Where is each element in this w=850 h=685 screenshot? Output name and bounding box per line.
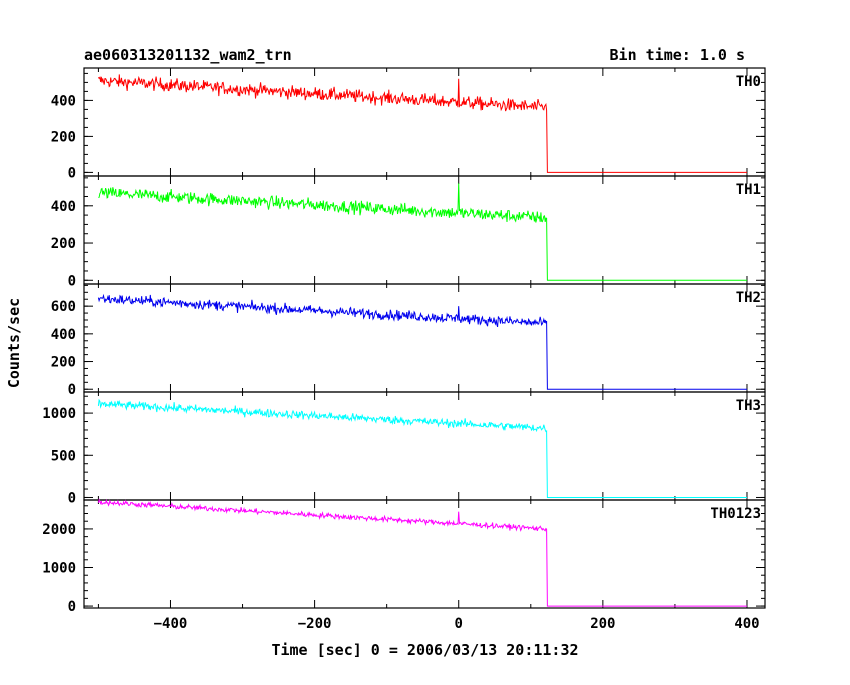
y-tick-label: 0 [68,382,76,398]
panel-frame [83,175,766,285]
panel-th0: 0 200 400 TH0 [51,67,766,181]
series-line-th3 [97,398,747,498]
x-tick-label: 200 [590,616,615,632]
panel-th0123: 0 1000 2000 TH0123 [42,498,766,615]
x-tick-label: 0 [455,616,463,632]
y-tick-label: 1000 [42,561,76,577]
panel-label: TH1 [736,182,761,198]
y-tick-label: 0 [68,599,76,615]
y-tick-label: 400 [51,327,76,343]
y-tick-label: 200 [51,236,76,252]
x-tick-label: 400 [734,616,759,632]
panels-group: 0 200 400 TH0 0 200 400 TH1 0 200 400 600 TH2 0 500 100… [42,67,766,632]
y-tick-label: 400 [51,199,76,215]
panel-label: TH2 [736,290,761,306]
panel-frame [83,499,766,609]
y-tick-label: 200 [51,355,76,371]
x-axis-label: Time [sec] 0 = 2006/03/13 20:11:32 [271,641,578,659]
x-tick-label: −200 [298,616,332,632]
panel-th2: 0 200 400 600 TH2 [51,283,766,398]
y-tick-label: 0 [68,165,76,181]
figure-title: ae060313201132_wam2_trn [84,46,292,64]
panel-th1: 0 200 400 TH1 [51,175,766,289]
y-axis-label: Counts/sec [5,298,23,388]
y-tick-label: 2000 [42,522,76,538]
bin-time-label: Bin time: 1.0 s [610,46,745,64]
panel-label: TH0123 [710,506,761,522]
panel-label: TH0 [736,74,761,90]
y-tick-label: 0 [68,490,76,506]
y-tick-label: 400 [51,93,76,109]
y-tick-label: 1000 [42,406,76,422]
y-tick-label: 200 [51,129,76,145]
panel-label: TH3 [736,398,761,414]
panel-th3: 0 500 1000 TH3 [42,391,766,506]
panel-frame [83,67,766,177]
y-tick-label: 500 [51,448,76,464]
series-line-th0 [97,74,747,173]
panel-frame [83,283,766,393]
y-tick-label: 0 [68,273,76,289]
y-tick-label: 600 [51,299,76,315]
x-tick-label: −400 [154,616,188,632]
panel-frame [83,391,766,501]
series-line-th1 [98,183,747,281]
series-line-th0123 [97,498,747,607]
series-line-th2 [97,293,747,390]
